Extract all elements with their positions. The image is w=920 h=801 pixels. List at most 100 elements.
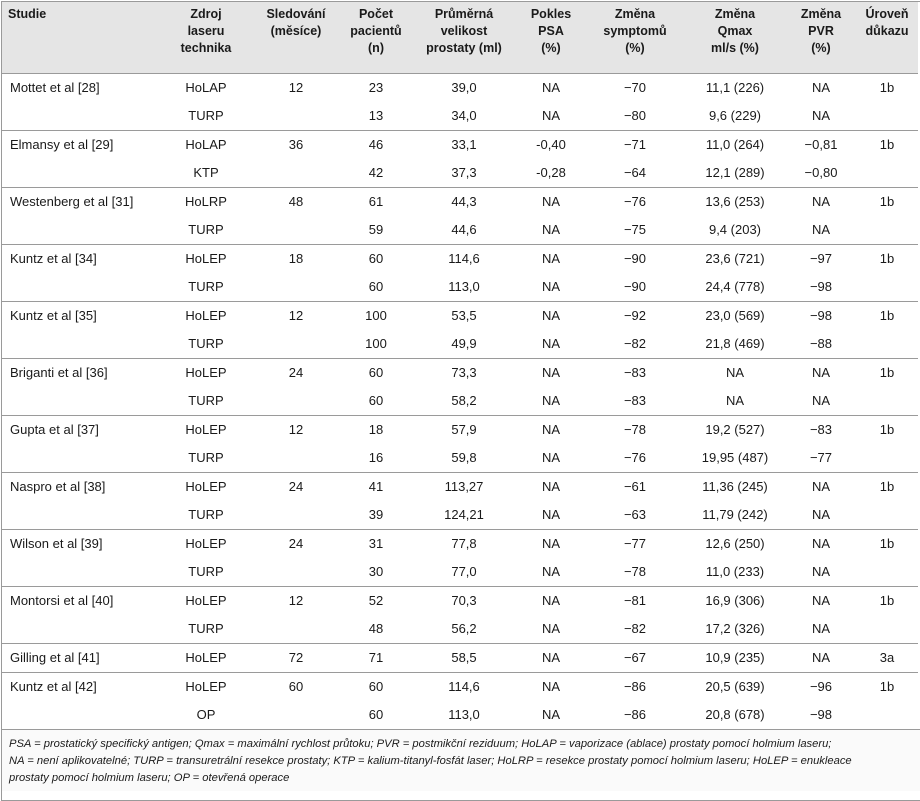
evidence-level-cell <box>856 501 918 530</box>
study-name-cell <box>2 444 160 473</box>
symptom-change-cell: −81 <box>586 585 684 615</box>
technique-cell: TURP <box>188 621 224 636</box>
evidence-level-cell <box>856 216 918 245</box>
evidence-level-cell: 1b <box>856 585 918 615</box>
study-name-cell <box>2 501 160 530</box>
qmax-change-cell: 16,9 (306) <box>684 585 786 615</box>
technique-cell: TURP <box>188 336 224 351</box>
prostate-volume-cell: 77,8 <box>412 528 516 558</box>
symptom-change-cell: −83 <box>623 393 647 408</box>
technique-cell: TURP <box>188 222 224 237</box>
pvr-change-cell: NA <box>786 642 856 672</box>
prostate-volume-cell: 73,3 <box>412 357 516 387</box>
qmax-change-cell: 11,1 (226) <box>684 72 786 102</box>
table-row: Kuntz et al [35] HoLEP 12 100 53,5 NA −92 23,0 … <box>2 300 918 330</box>
study-name-cell <box>2 558 160 587</box>
symptom-change-cell: −82 <box>623 336 647 351</box>
pvr-change-cell: −88 <box>809 336 833 351</box>
technique-cell: HoLEP <box>160 471 252 501</box>
technique-cell: TURP <box>188 393 224 408</box>
evidence-level-cell: 1b <box>856 414 918 444</box>
patients-cell: 60 <box>340 243 412 273</box>
technique-cell: TURP <box>188 450 224 465</box>
study-name-cell <box>2 330 160 359</box>
prostate-volume-cell: 70,3 <box>412 585 516 615</box>
symptom-change-cell: −83 <box>586 357 684 387</box>
follow-up-cell: 60 <box>252 671 340 701</box>
pvr-change-cell: NA <box>786 357 856 387</box>
qmax-change-cell: 12,6 (250) <box>684 528 786 558</box>
technique-cell: HoLEP <box>160 243 252 273</box>
qmax-change-cell: 9,6 (229) <box>708 108 762 123</box>
patients-cell: 13 <box>368 108 384 123</box>
follow-up-cell: 12 <box>252 585 340 615</box>
technique-cell: HoLEP <box>160 357 252 387</box>
prostate-volume-cell: 77,0 <box>451 564 477 579</box>
qmax-change-cell: 21,8 (469) <box>705 336 765 351</box>
technique-cell: HoLEP <box>160 585 252 615</box>
prostate-volume-cell: 39,0 <box>412 72 516 102</box>
symptom-change-cell: −70 <box>586 72 684 102</box>
study-name-cell <box>2 273 160 302</box>
qmax-change-cell: 12,1 (289) <box>705 165 765 180</box>
column-header: Zdroj laseru technika <box>180 7 232 55</box>
technique-cell: HoLEP <box>160 642 252 672</box>
follow-up-cell <box>252 216 340 245</box>
evidence-level-cell <box>856 273 918 302</box>
technique-cell: OP <box>196 707 216 722</box>
symptom-change-cell: −61 <box>586 471 684 501</box>
psa-decrease-cell: NA <box>516 300 586 330</box>
psa-decrease-cell: -0,28 <box>536 165 566 180</box>
table-body: Mottet et al [28] HoLAP 12 23 39,0 NA −70 11,1 … <box>2 72 918 729</box>
follow-up-cell: 12 <box>252 300 340 330</box>
study-name-cell: Kuntz et al [34] <box>2 243 160 273</box>
footnote-line-2: NA = není aplikovatelné; TURP = transure… <box>9 754 852 767</box>
table-row: Montorsi et al [40] HoLEP 12 52 70,3 NA −81 16,… <box>2 585 918 615</box>
patients-cell: 59 <box>368 222 384 237</box>
patients-cell: 60 <box>340 671 412 701</box>
psa-decrease-cell: NA <box>516 243 586 273</box>
qmax-change-cell: 11,0 (264) <box>684 129 786 159</box>
symptom-change-cell: −90 <box>586 243 684 273</box>
pvr-change-cell: NA <box>786 186 856 216</box>
table-row: Kuntz et al [42] HoLEP 60 60 114,6 NA −86 20,5 … <box>2 671 918 701</box>
qmax-change-cell: NA <box>684 357 786 387</box>
evidence-level-cell: 1b <box>856 471 918 501</box>
prostate-volume-cell: 49,9 <box>451 336 477 351</box>
column-header: Průměrná velikost prostaty (ml) <box>426 7 502 55</box>
evidence-level-cell: 1b <box>856 300 918 330</box>
follow-up-cell <box>252 387 340 416</box>
patients-cell: 60 <box>368 279 384 294</box>
psa-decrease-cell: -0,40 <box>516 129 586 159</box>
follow-up-cell <box>252 501 340 530</box>
column-header: Změna Qmax ml/s (%) <box>711 7 759 55</box>
psa-decrease-cell: NA <box>516 186 586 216</box>
patients-cell: 60 <box>368 707 384 722</box>
prostate-volume-cell: 34,0 <box>451 108 477 123</box>
follow-up-cell: 12 <box>252 414 340 444</box>
prostate-volume-cell: 44,6 <box>451 222 477 237</box>
study-name-cell: Gupta et al [37] <box>2 414 160 444</box>
follow-up-cell <box>252 102 340 131</box>
table-row: TURP 59 44,6 NA −75 9,4 (203) NA <box>2 216 918 245</box>
psa-decrease-cell: NA <box>541 507 561 522</box>
qmax-change-cell: 23,0 (569) <box>684 300 786 330</box>
footnote-line-1: PSA = prostatický specifický antigen; Qm… <box>9 737 832 750</box>
technique-cell: HoLEP <box>160 528 252 558</box>
prostate-volume-cell: 53,5 <box>412 300 516 330</box>
pvr-change-cell: NA <box>811 621 831 636</box>
symptom-change-cell: −77 <box>586 528 684 558</box>
symptom-change-cell: −67 <box>586 642 684 672</box>
qmax-change-cell: 11,0 (233) <box>705 564 765 579</box>
prostate-volume-cell: 57,9 <box>412 414 516 444</box>
prostate-volume-cell: 114,6 <box>412 243 516 273</box>
follow-up-cell: 48 <box>252 186 340 216</box>
psa-decrease-cell: NA <box>541 564 561 579</box>
study-name-cell: Kuntz et al [35] <box>2 300 160 330</box>
study-name-cell <box>2 159 160 188</box>
table-row: TURP 100 49,9 NA −82 21,8 (469) −88 <box>2 330 918 359</box>
pvr-change-cell: NA <box>811 507 831 522</box>
follow-up-cell: 12 <box>252 72 340 102</box>
technique-cell: HoLRP <box>160 186 252 216</box>
evidence-level-cell <box>856 558 918 587</box>
